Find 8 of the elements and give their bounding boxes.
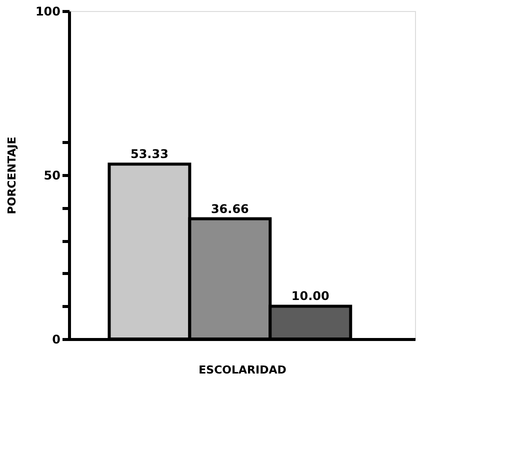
data-label: 53.33 (130, 147, 168, 162)
data-label: 36.66 (210, 202, 249, 216)
y-axis-title: PORCENTAJE (5, 136, 18, 214)
x-axis-title: ESCOLARIDAD (198, 364, 286, 376)
y-tick-label: 0 (52, 332, 60, 346)
y-tick-label: 50 (44, 168, 60, 182)
data-label: 10.00 (291, 289, 330, 304)
y-tick-label: 100 (35, 4, 60, 18)
